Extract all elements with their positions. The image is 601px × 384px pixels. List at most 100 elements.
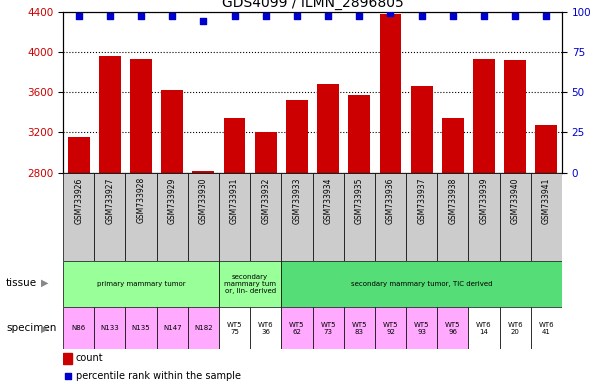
Bar: [344, 173, 375, 261]
Text: WT5
93: WT5 93: [414, 322, 429, 334]
Point: [261, 13, 270, 20]
Text: N135: N135: [132, 325, 150, 331]
Text: primary mammary tumor: primary mammary tumor: [97, 281, 185, 287]
Text: WT5
75: WT5 75: [227, 322, 242, 334]
Point: [448, 13, 457, 20]
Point: [198, 18, 208, 24]
Bar: [468, 307, 499, 349]
Text: GSM733928: GSM733928: [136, 177, 145, 223]
Bar: [126, 307, 157, 349]
Text: WT5
62: WT5 62: [289, 322, 305, 334]
Text: WT5
73: WT5 73: [320, 322, 336, 334]
Bar: [224, 118, 245, 384]
Point: [292, 13, 302, 20]
Text: GSM733931: GSM733931: [230, 177, 239, 223]
Text: N86: N86: [72, 325, 86, 331]
Point: [542, 13, 551, 20]
Bar: [157, 173, 188, 261]
Text: N133: N133: [100, 325, 119, 331]
Text: ▶: ▶: [41, 278, 48, 288]
Bar: [468, 173, 499, 261]
Bar: [250, 173, 281, 261]
Bar: [375, 173, 406, 261]
Title: GDS4099 / ILMN_2896805: GDS4099 / ILMN_2896805: [222, 0, 403, 10]
Point: [168, 13, 177, 20]
Bar: [473, 59, 495, 384]
Bar: [375, 307, 406, 349]
Text: specimen: specimen: [6, 323, 56, 333]
Bar: [192, 171, 215, 384]
Bar: [219, 307, 250, 349]
Bar: [188, 307, 219, 349]
Bar: [63, 173, 94, 261]
Bar: [99, 56, 121, 384]
Text: GSM733935: GSM733935: [355, 177, 364, 224]
Bar: [438, 173, 468, 261]
Point: [386, 10, 395, 16]
Text: WT6
41: WT6 41: [538, 322, 554, 334]
Text: WT5
96: WT5 96: [445, 322, 460, 334]
Point: [355, 13, 364, 20]
Bar: [535, 126, 557, 384]
Point: [417, 13, 427, 20]
Bar: [94, 307, 126, 349]
Text: ▶: ▶: [41, 323, 48, 333]
Bar: [286, 100, 308, 384]
Bar: [219, 261, 281, 307]
Text: count: count: [76, 353, 103, 363]
Point: [479, 13, 489, 20]
Text: GSM733934: GSM733934: [323, 177, 332, 224]
Bar: [531, 173, 562, 261]
Text: GSM733932: GSM733932: [261, 177, 270, 223]
Bar: [68, 136, 90, 384]
Text: N147: N147: [163, 325, 182, 331]
Text: GSM733938: GSM733938: [448, 177, 457, 223]
Bar: [255, 132, 276, 384]
Bar: [281, 173, 313, 261]
Bar: [130, 59, 152, 384]
Bar: [63, 307, 94, 349]
Point: [510, 13, 520, 20]
Text: GSM733941: GSM733941: [542, 177, 551, 223]
Bar: [250, 307, 281, 349]
Bar: [281, 307, 313, 349]
Text: GSM733927: GSM733927: [105, 177, 114, 223]
Text: N182: N182: [194, 325, 213, 331]
Bar: [157, 307, 188, 349]
Bar: [63, 261, 219, 307]
Bar: [63, 353, 72, 364]
Bar: [531, 307, 562, 349]
Bar: [94, 173, 126, 261]
Bar: [126, 173, 157, 261]
Bar: [406, 173, 438, 261]
Point: [136, 13, 146, 20]
Bar: [313, 173, 344, 261]
Text: tissue: tissue: [6, 278, 37, 288]
Text: GSM733930: GSM733930: [199, 177, 208, 224]
Bar: [344, 307, 375, 349]
Text: WT5
83: WT5 83: [352, 322, 367, 334]
Text: GSM733926: GSM733926: [74, 177, 83, 223]
Bar: [219, 173, 250, 261]
Bar: [313, 307, 344, 349]
Bar: [281, 261, 562, 307]
Text: GSM733933: GSM733933: [293, 177, 302, 224]
Bar: [406, 307, 438, 349]
Bar: [349, 95, 370, 384]
Bar: [188, 173, 219, 261]
Text: GSM733939: GSM733939: [480, 177, 489, 224]
Bar: [380, 13, 401, 384]
Text: WT6
20: WT6 20: [507, 322, 523, 334]
Text: secondary
mammary tum
or, lin- derived: secondary mammary tum or, lin- derived: [224, 274, 276, 294]
Text: GSM733937: GSM733937: [417, 177, 426, 224]
Bar: [438, 307, 468, 349]
Bar: [317, 84, 339, 384]
Bar: [442, 118, 464, 384]
Text: WT6
14: WT6 14: [476, 322, 492, 334]
Point: [74, 13, 84, 20]
Text: GSM733929: GSM733929: [168, 177, 177, 223]
Text: GSM733936: GSM733936: [386, 177, 395, 224]
Text: percentile rank within the sample: percentile rank within the sample: [76, 371, 240, 381]
Bar: [499, 173, 531, 261]
Bar: [504, 60, 526, 384]
